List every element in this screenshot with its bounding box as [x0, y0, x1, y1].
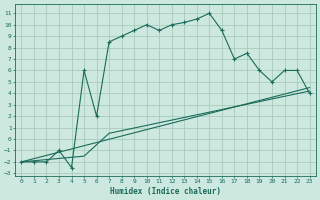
- X-axis label: Humidex (Indice chaleur): Humidex (Indice chaleur): [110, 187, 221, 196]
